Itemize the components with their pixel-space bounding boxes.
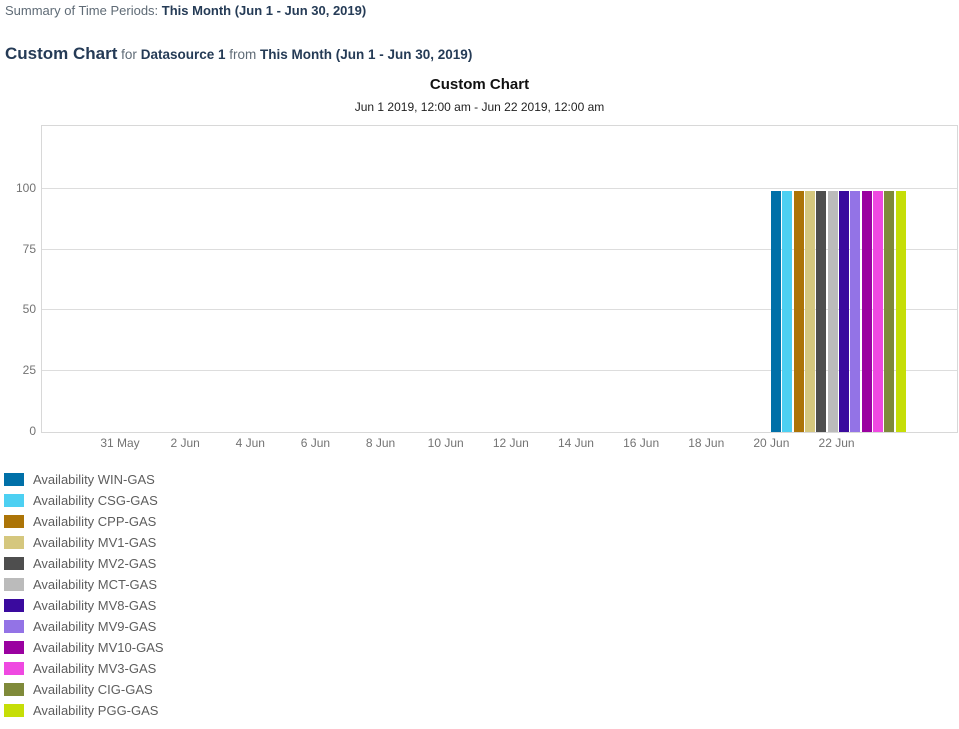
legend-item[interactable]: Availability MV2-GAS — [4, 553, 164, 574]
x-tick-label: 18 Jun — [688, 436, 725, 450]
x-tick-label: 22 Jun — [818, 436, 855, 450]
x-tick-label: 20 Jun — [753, 436, 790, 450]
bar-availability-mv2-gas[interactable] — [816, 191, 826, 432]
legend-item[interactable]: Availability CPP-GAS — [4, 511, 164, 532]
legend-label: Availability MV1-GAS — [33, 535, 157, 550]
bar-availability-cpp-gas[interactable] — [794, 191, 804, 432]
legend-item[interactable]: Availability MV10-GAS — [4, 637, 164, 658]
bar-availability-pgg-gas[interactable] — [896, 191, 906, 432]
time-period: This Month (Jun 1 - Jun 30, 2019) — [260, 47, 473, 62]
summary-period: This Month (Jun 1 - Jun 30, 2019) — [161, 3, 367, 18]
legend-label: Availability MV3-GAS — [33, 661, 157, 676]
legend-swatch-icon — [4, 578, 24, 591]
x-tick-label: 14 Jun — [557, 436, 594, 450]
from-word: from — [229, 47, 257, 62]
legend-swatch-icon — [4, 494, 24, 507]
summary-label: Summary of Time Periods: — [5, 3, 159, 18]
legend-item[interactable]: Availability MCT-GAS — [4, 574, 164, 595]
legend-swatch-icon — [4, 662, 24, 675]
gridline-y50 — [42, 309, 957, 310]
legend-swatch-icon — [4, 704, 24, 717]
legend-swatch-icon — [4, 620, 24, 633]
bar-availability-mv8-gas[interactable] — [839, 191, 849, 432]
bar-availability-csg-gas[interactable] — [782, 191, 792, 432]
legend-label: Availability PGG-GAS — [33, 703, 159, 718]
legend-swatch-icon — [4, 683, 24, 696]
gridline-y100 — [42, 188, 957, 189]
bar-availability-mct-gas[interactable] — [828, 191, 838, 432]
legend-swatch-icon — [4, 473, 24, 486]
legend-label: Availability WIN-GAS — [33, 472, 155, 487]
legend: Availability WIN-GAS Availability CSG-GAS… — [4, 469, 164, 721]
y-tick-label: 75 — [22, 242, 36, 256]
bar-availability-mv3-gas[interactable] — [873, 191, 883, 432]
legend-swatch-icon — [4, 515, 24, 528]
legend-item[interactable]: Availability WIN-GAS — [4, 469, 164, 490]
legend-label: Availability MCT-GAS — [33, 577, 158, 592]
summary-line: Summary of Time Periods: This Month (Jun… — [5, 3, 366, 18]
legend-item[interactable]: Availability MV3-GAS — [4, 658, 164, 679]
chart-title: Custom Chart — [429, 76, 530, 93]
datasource-name: Datasource 1 — [140, 47, 226, 62]
legend-swatch-icon — [4, 599, 24, 612]
chart-header-line: Custom Chart for Datasource 1 from This … — [5, 44, 472, 64]
x-tick-label: 16 Jun — [623, 436, 660, 450]
x-tick-label: 2 Jun — [170, 436, 200, 450]
legend-label: Availability CIG-GAS — [33, 682, 153, 697]
chart-header-title: Custom Chart — [5, 44, 118, 63]
legend-label: Availability MV2-GAS — [33, 556, 157, 571]
bar-availability-mv9-gas[interactable] — [850, 191, 860, 432]
y-tick-label: 25 — [22, 363, 36, 377]
legend-label: Availability CSG-GAS — [33, 493, 158, 508]
legend-item[interactable]: Availability CSG-GAS — [4, 490, 164, 511]
legend-swatch-icon — [4, 536, 24, 549]
bar-availability-mv10-gas[interactable] — [862, 191, 872, 432]
legend-swatch-icon — [4, 641, 24, 654]
x-tick-label: 6 Jun — [300, 436, 331, 450]
bar-availability-mv1-gas[interactable] — [805, 191, 815, 432]
legend-item[interactable]: Availability CIG-GAS — [4, 679, 164, 700]
gridline-y75 — [42, 249, 957, 250]
legend-item[interactable]: Availability MV8-GAS — [4, 595, 164, 616]
y-tick-label: 50 — [22, 302, 36, 316]
x-tick-label: 10 Jun — [427, 436, 464, 450]
bar-availability-cig-gas[interactable] — [884, 191, 894, 432]
bar-availability-win-gas[interactable] — [771, 191, 781, 432]
legend-label: Availability MV8-GAS — [33, 598, 157, 613]
legend-item[interactable]: Availability PGG-GAS — [4, 700, 164, 721]
plot-area — [41, 125, 958, 433]
chart-subtitle: Jun 1 2019, 12:00 am - Jun 22 2019, 12:0… — [354, 100, 605, 114]
legend-item[interactable]: Availability MV1-GAS — [4, 532, 164, 553]
x-tick-label: 12 Jun — [492, 436, 529, 450]
y-tick-label: 100 — [15, 181, 36, 195]
legend-swatch-icon — [4, 557, 24, 570]
for-word: for — [121, 47, 137, 62]
x-tick-label: 4 Jun — [235, 436, 265, 450]
gridline-y25 — [42, 370, 957, 371]
legend-label: Availability CPP-GAS — [33, 514, 157, 529]
legend-item[interactable]: Availability MV9-GAS — [4, 616, 164, 637]
x-tick-label: 8 Jun — [365, 436, 396, 450]
y-tick-label: 0 — [29, 424, 36, 438]
legend-label: Availability MV9-GAS — [33, 619, 157, 634]
x-tick-label: 31 May — [100, 436, 140, 450]
legend-label: Availability MV10-GAS — [33, 640, 164, 655]
